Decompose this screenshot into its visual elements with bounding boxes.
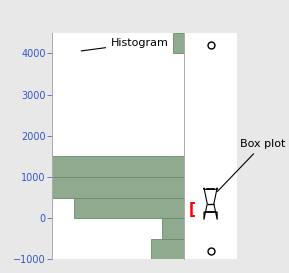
Bar — [74, 198, 184, 218]
Bar — [0, 177, 184, 198]
Text: Box plot: Box plot — [217, 139, 286, 191]
Text: Histogram: Histogram — [81, 38, 169, 51]
Bar — [162, 218, 184, 239]
Text: [: [ — [189, 202, 196, 217]
PathPatch shape — [204, 188, 217, 220]
Bar — [0, 156, 184, 177]
Bar — [173, 33, 184, 53]
Bar — [151, 239, 184, 259]
